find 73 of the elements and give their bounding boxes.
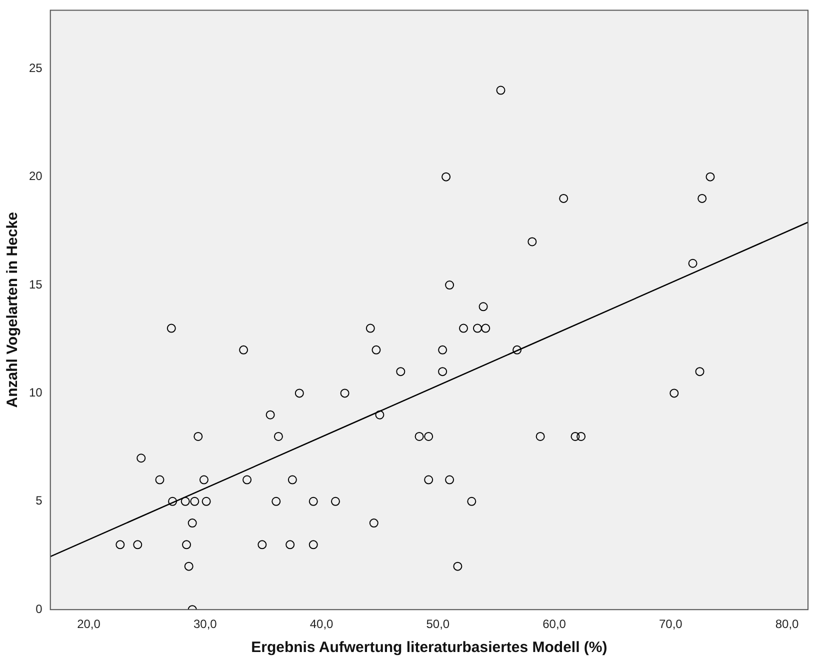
point [576,432,586,441]
point [445,475,454,484]
point [472,324,482,333]
y-tick-label: 0 [36,602,43,616]
point [133,540,142,550]
point [481,324,490,333]
point [190,496,200,506]
y-tick-label: 20 [28,169,43,184]
point [414,432,424,441]
point [166,324,176,333]
point [445,280,454,290]
y-tick-label: 25 [28,60,43,75]
point [438,367,448,376]
y-tick-label: 15 [28,277,43,292]
point [478,302,488,312]
point [286,540,295,550]
y-tick-label: 10 [28,386,43,400]
x-tick-label: 30,0 [193,617,218,632]
point [424,475,434,484]
point [438,345,448,354]
point [706,172,715,182]
point [182,540,192,550]
point [688,258,698,268]
point [396,367,406,376]
point [194,432,203,441]
y-tick-label: 5 [36,494,43,508]
point [528,237,537,246]
point [695,367,704,376]
point [536,432,545,441]
point [330,496,340,506]
point [459,324,468,333]
point [188,518,197,528]
x-tick-label: 60,0 [542,617,566,632]
point [288,475,297,484]
point [570,432,580,441]
x-tick-label: 40,0 [310,617,334,632]
x-tick-label: 70,0 [658,617,683,632]
x-tick-label: 50,0 [426,617,450,632]
x-axis-title: Ergebnis Aufwertung literaturbasiertes Modell (%) [251,639,608,656]
point [369,518,378,528]
point [424,432,434,441]
point [308,496,318,506]
point [670,388,679,398]
point [136,454,146,463]
point [366,324,375,333]
point [467,496,476,506]
point [116,540,125,550]
point [496,86,506,95]
point [372,345,381,354]
x-tick-label: 80,0 [775,617,800,632]
point [155,475,164,484]
point [199,475,208,484]
point [512,345,522,354]
point [184,562,194,571]
point [294,388,304,398]
point [168,496,178,506]
point [453,562,462,571]
point [559,194,568,203]
point [272,496,281,506]
point [266,410,275,420]
point [242,475,252,484]
y-axis-title: Anzahl Vogelarten in Hecke [4,212,22,408]
point [274,432,283,441]
point [698,194,707,203]
point [375,410,384,420]
point [202,496,211,506]
point [308,540,318,550]
point [258,540,267,550]
point [442,172,451,182]
point [180,496,190,506]
x-tick-label: 20,0 [77,617,101,632]
point [340,388,350,398]
point [239,345,248,354]
